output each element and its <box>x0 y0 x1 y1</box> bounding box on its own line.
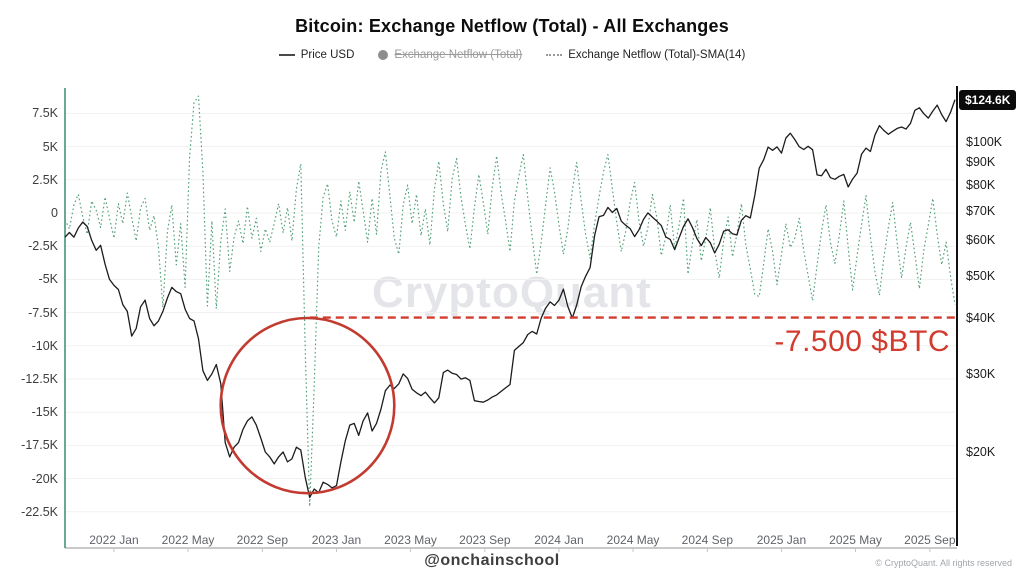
left-axis-tick: 2.5K <box>32 172 58 187</box>
left-axis-tick: 0 <box>51 206 58 220</box>
legend-label: Exchange Netflow (Total) <box>394 49 523 61</box>
left-axis-tick: -17.5K <box>21 438 58 453</box>
x-axis-tick: 2023 Jan <box>311 533 362 547</box>
x-axis-tick: 2023 Sep <box>459 533 511 547</box>
left-axis-tick: -22.5K <box>21 504 58 519</box>
last-price-badge: $124.6K <box>959 89 1017 110</box>
left-axis-tick: -7.5K <box>28 305 58 320</box>
legend-item-price-usd[interactable]: Price USD <box>278 49 355 61</box>
legend: Price USD Exchange Netflow (Total) Exchang… <box>0 49 1024 61</box>
x-axis-tick: 2024 Jan <box>534 533 584 547</box>
x-axis-tick: 2025 May <box>829 533 882 547</box>
left-axis-tick: 5K <box>42 139 58 154</box>
x-axis-tick: 2022 Sep <box>236 533 289 547</box>
left-axis-tick: -15K <box>31 405 58 420</box>
legend-item-exchange-netflow-total-sma-14[interactable]: Exchange Netflow (Total)-SMA(14) <box>546 49 745 61</box>
x-axis-tick: 2022 Jan <box>89 533 139 547</box>
left-axis-tick: -20K <box>31 471 58 486</box>
right-axis-tick: $90K <box>966 155 996 170</box>
right-axis-tick: $20K <box>966 444 996 459</box>
legend-item-exchange-netflow-total[interactable]: Exchange Netflow (Total) <box>378 49 522 61</box>
left-axis-tick: 7.5K <box>32 106 58 121</box>
right-axis-tick: $100K <box>966 135 1003 149</box>
left-axis-tick: -5K <box>38 272 58 287</box>
legend-swatch-icon <box>278 54 295 56</box>
right-axis-tick: $40K <box>966 311 996 326</box>
x-axis-tick: 2025 Jan <box>756 533 807 547</box>
x-axis-tick: 2025 Sep <box>904 533 956 547</box>
series-price-usd <box>64 99 956 499</box>
threshold-annotation-label: -7.500 $BTC <box>774 325 950 358</box>
x-axis-tick: 2022 May <box>161 533 215 547</box>
highlight-circle-annotation <box>219 316 396 495</box>
legend-swatch-icon <box>546 54 563 56</box>
right-axis-tick: $60K <box>966 233 996 248</box>
left-axis-tick: -2.5K <box>28 239 58 254</box>
legend-swatch-icon <box>378 50 389 60</box>
x-axis-tick: 2024 May <box>606 533 660 547</box>
legend-label: Price USD <box>300 49 355 61</box>
x-axis-tick: 2023 May <box>384 533 437 547</box>
cryptoquant-watermark: CryptoQuant <box>372 268 652 317</box>
right-axis-tick: $70K <box>966 203 996 218</box>
right-axis-tick: $80K <box>966 177 996 192</box>
left-axis-tick: -12.5K <box>21 372 58 386</box>
right-axis-tick: $50K <box>966 268 996 283</box>
chart-title: Bitcoin: Exchange Netflow (Total) - All … <box>295 16 729 36</box>
right-axis-tick: $30K <box>966 366 996 381</box>
copyright-text: © CryptoQuant. All rights reserved <box>875 558 1012 568</box>
x-axis-tick: 2024 Sep <box>681 533 734 547</box>
legend-label: Exchange Netflow (Total)-SMA(14) <box>568 49 746 61</box>
left-axis-tick: -10K <box>31 338 58 353</box>
author-handle: @onchainschool <box>424 552 560 569</box>
